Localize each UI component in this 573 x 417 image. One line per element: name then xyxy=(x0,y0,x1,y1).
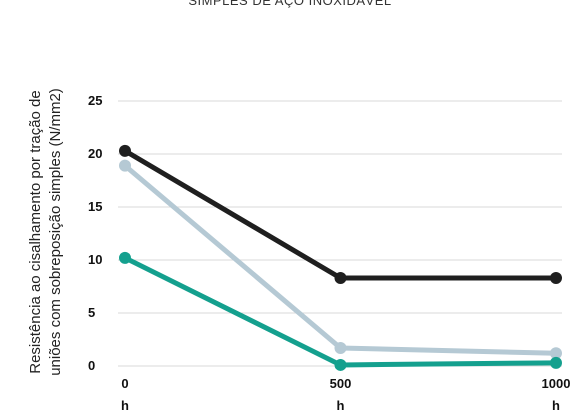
data-point xyxy=(334,358,347,371)
x-tick-label: 500 xyxy=(330,376,352,391)
x-tick-label: 1000 xyxy=(542,376,571,391)
series-line xyxy=(122,163,559,356)
y-axis-label-line-2: uniões com sobreposição simples (N/mm2) xyxy=(47,88,64,376)
y-tick-label: 5 xyxy=(88,305,95,320)
grid xyxy=(118,100,562,367)
x-axis-ticks: 0 h 500 h 1000 h xyxy=(121,376,570,413)
data-point xyxy=(119,251,131,264)
series-line xyxy=(122,148,559,281)
x-tick-unit: h xyxy=(121,398,129,413)
x-tick-label: 0 xyxy=(121,376,128,391)
y-tick-label: 25 xyxy=(88,93,102,108)
data-point xyxy=(550,356,562,369)
y-tick-label: 0 xyxy=(88,358,95,373)
data-point xyxy=(550,347,562,360)
data-point xyxy=(334,272,347,285)
y-axis-ticks: 0 5 10 15 20 25 xyxy=(88,93,102,373)
y-axis-label: Resistência ao cisalhamento por tração d… xyxy=(27,88,64,376)
y-axis-label-line-1: Resistência ao cisalhamento por tração d… xyxy=(27,90,44,374)
y-tick-label: 15 xyxy=(88,199,102,214)
series xyxy=(119,144,562,371)
y-tick-label: 20 xyxy=(88,146,102,161)
x-tick-unit: h xyxy=(337,398,345,413)
series-1 xyxy=(119,144,562,285)
data-point xyxy=(119,159,131,172)
series-2 xyxy=(119,159,562,360)
series-3 xyxy=(119,251,562,371)
x-tick-unit: h xyxy=(552,398,560,413)
data-point xyxy=(119,144,131,157)
y-tick-label: 10 xyxy=(88,252,102,267)
data-point xyxy=(550,272,562,285)
chart-title: SIMPLES DE AÇO INOXIDÁVEL xyxy=(188,0,391,8)
data-point xyxy=(334,341,347,354)
